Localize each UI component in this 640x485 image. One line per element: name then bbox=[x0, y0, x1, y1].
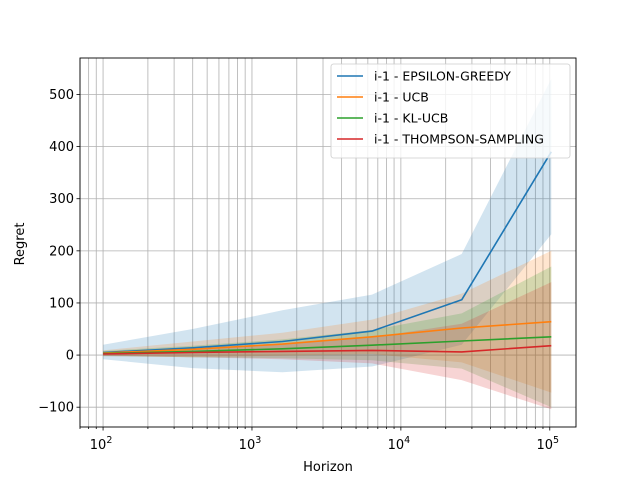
y-tick-label: 400 bbox=[49, 140, 74, 155]
confidence-band bbox=[103, 282, 552, 410]
legend-entry-label: i-1 - EPSILON-GREEDY bbox=[374, 69, 511, 84]
legend-entry-label: i-1 - KL-UCB bbox=[374, 111, 448, 126]
series-line bbox=[103, 344, 552, 355]
x-tick-label: 103 bbox=[239, 435, 262, 453]
y-tick-label: −100 bbox=[38, 401, 74, 416]
legend-entry-label: i-1 - UCB bbox=[374, 90, 429, 105]
series-line bbox=[103, 320, 552, 354]
axis-ticks: −100 0 100 200 300 400 500 102 103 104 105 bbox=[38, 88, 559, 453]
grid-lines bbox=[79, 58, 576, 427]
legend-box bbox=[330, 63, 571, 159]
x-tick-label: 105 bbox=[536, 435, 559, 453]
x-tick-label: 104 bbox=[388, 435, 411, 453]
axis-labels: Horizon Regret bbox=[13, 223, 353, 475]
series-line bbox=[103, 151, 552, 354]
y-tick-label: 200 bbox=[49, 244, 74, 259]
y-tick-label: 0 bbox=[66, 349, 74, 364]
series-line bbox=[103, 336, 552, 355]
legend-entry-label: i-1 - THOMPSON-SAMPLING bbox=[374, 132, 544, 147]
y-tick-label: 100 bbox=[49, 296, 74, 311]
confidence-band bbox=[103, 250, 552, 393]
legend: i-1 - EPSILON-GREEDY i-1 - UCB i-1 - KL-UC… bbox=[330, 63, 571, 159]
y-tick-label: 300 bbox=[49, 192, 74, 207]
plot-frame bbox=[79, 57, 577, 428]
y-axis-title: Regret bbox=[13, 223, 28, 266]
x-axis-title: Horizon bbox=[303, 460, 353, 475]
confidence-band bbox=[103, 78, 552, 373]
y-tick-label: 500 bbox=[49, 88, 74, 103]
axes-frame bbox=[79, 57, 577, 428]
series-lines bbox=[103, 151, 552, 355]
x-tick-label: 102 bbox=[90, 435, 113, 453]
